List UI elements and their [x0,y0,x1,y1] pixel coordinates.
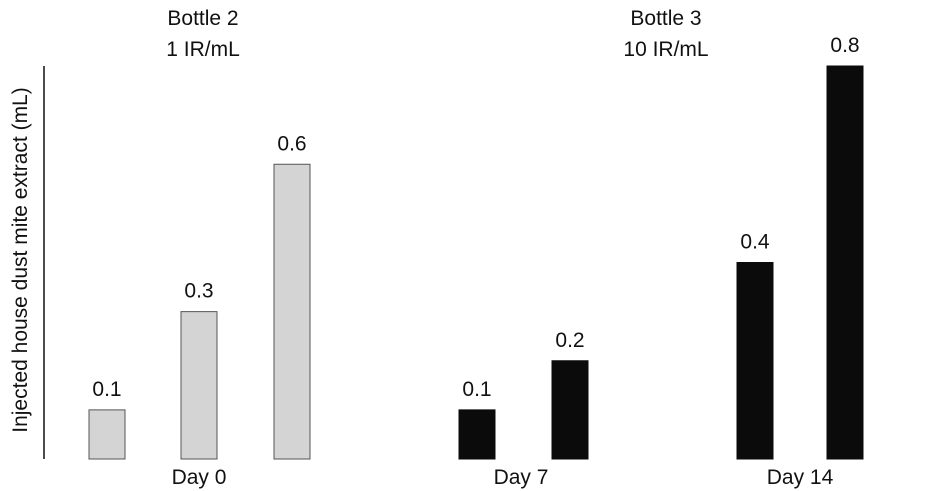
bar-value-label: 0.2 [555,329,584,352]
bar [551,360,589,460]
group-title-line: 10 IR/mL [623,38,708,61]
group-titles: Bottle 2 1 IR/mL Bottle 3 10 IR/mL [166,7,708,61]
bar [458,409,496,460]
bar-value-label: 0.1 [92,378,121,401]
bar [273,163,311,460]
group-title-line: 1 IR/mL [166,38,240,61]
bar-value-label: 0.6 [277,132,306,155]
bar [826,65,864,460]
bar [180,311,218,460]
bar-value-label: 0.4 [740,231,770,254]
bar [736,262,774,460]
bar-value-label: 0.8 [830,34,859,57]
bar-value-label: 0.1 [462,378,491,401]
y-axis-label: Injected house dust mite extract (mL) [9,87,32,433]
x-tick-label: Day 14 [767,466,834,489]
x-tick-label: Day 0 [172,466,227,489]
group-title-line: Bottle 2 [167,7,238,30]
group-title-line: Bottle 3 [630,7,701,30]
bars [88,65,864,460]
data-labels: 0.1 0.3 0.6 0.1 0.2 0.4 0.8 [92,34,859,401]
bar-value-label: 0.3 [184,280,213,303]
bar [88,409,126,460]
x-tick-label: Day 7 [494,466,549,489]
x-tick-labels: Day 0 Day 7 Day 14 [172,466,834,489]
